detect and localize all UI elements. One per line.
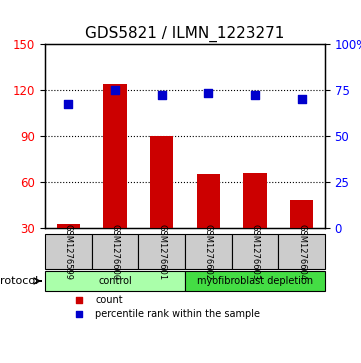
Text: count: count [95,295,123,305]
Text: GSM1276604: GSM1276604 [297,224,306,280]
Point [159,92,165,98]
Text: myofibroblast depletion: myofibroblast depletion [197,276,313,286]
FancyBboxPatch shape [278,234,325,269]
Point [252,92,258,98]
Text: GSM1276603: GSM1276603 [251,224,260,280]
FancyBboxPatch shape [92,234,138,269]
Bar [57,224,80,228]
Point [66,102,71,107]
Title: GDS5821 / ILMN_1223271: GDS5821 / ILMN_1223271 [85,26,285,42]
Text: control: control [98,276,132,286]
Text: percentile rank within the sample: percentile rank within the sample [95,309,261,319]
FancyBboxPatch shape [138,234,185,269]
Point [76,297,82,303]
Text: GSM1276602: GSM1276602 [204,224,213,280]
Bar [150,136,173,228]
FancyBboxPatch shape [232,234,278,269]
Text: GSM1276600: GSM1276600 [110,224,119,280]
FancyBboxPatch shape [185,270,325,291]
Bar [103,83,127,228]
Text: protocol: protocol [0,276,38,286]
Bar [197,174,220,228]
FancyBboxPatch shape [185,234,232,269]
Point [76,311,82,317]
Text: GSM1276599: GSM1276599 [64,224,73,280]
Bar [290,200,313,228]
FancyBboxPatch shape [45,234,92,269]
Point [112,87,118,93]
Point [205,90,211,96]
Bar [243,173,267,228]
Text: GSM1276601: GSM1276601 [157,224,166,280]
FancyBboxPatch shape [45,270,185,291]
Point [299,96,304,102]
